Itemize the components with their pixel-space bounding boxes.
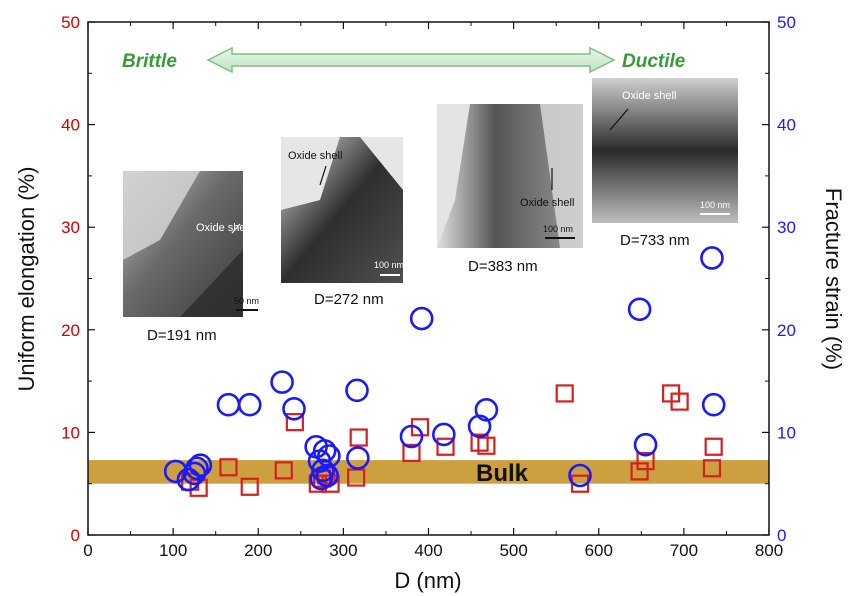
uniform-elongation-point <box>285 413 304 432</box>
fracture-strain-point <box>409 306 434 331</box>
bulk-label: Bulk <box>476 460 529 487</box>
fracture-strain-point <box>701 392 726 417</box>
fracture-strain-point <box>317 444 341 468</box>
inset-image-2 <box>281 137 403 283</box>
fracture-strain-point <box>270 370 294 394</box>
fracture-strain-point <box>237 392 262 417</box>
fracture-strain-point <box>188 453 213 478</box>
x-tick-label: 200 <box>244 541 272 560</box>
inset-2-scale: 100 nm <box>374 260 404 270</box>
right-tick-label: 10 <box>777 423 796 442</box>
x-tick-label: 0 <box>83 541 92 560</box>
left-tick-label: 10 <box>61 423 80 442</box>
markers <box>163 246 726 497</box>
inset-1-note: Oxide shell <box>196 222 250 234</box>
fracture-strain-point <box>185 456 209 481</box>
inset-3-note: Oxide shell <box>520 197 574 209</box>
uniform-elongation-point <box>636 452 655 471</box>
uniform-elongation-point <box>477 436 496 455</box>
inset-image-3 <box>437 104 583 248</box>
fracture-strain-point <box>474 398 499 422</box>
fracture-strain-point <box>627 297 652 322</box>
fracture-strain-point <box>345 378 369 403</box>
uniform-elongation-point <box>274 461 293 480</box>
inset-image-1 <box>123 171 258 317</box>
uniform-elongation-point <box>704 437 723 456</box>
brittle-label: Brittle <box>122 51 177 72</box>
fracture-strain-point <box>315 463 340 488</box>
left-axis-title: Uniform elongation (%) <box>14 167 39 392</box>
uniform-elongation-point <box>555 384 574 403</box>
x-tick-label: 800 <box>755 541 783 560</box>
inset-1-scale: 50 nm <box>234 296 259 306</box>
x-axis-title: D (nm) <box>394 568 461 593</box>
fracture-strain-point <box>399 424 424 449</box>
fracture-strain-point <box>216 392 241 417</box>
fracture-strain-point <box>467 414 492 439</box>
ductile-label: Ductile <box>622 51 686 72</box>
x-tick-label: 700 <box>670 541 698 560</box>
x-tick-label: 100 <box>159 541 187 560</box>
x-tick-label: 400 <box>414 541 442 560</box>
uniform-elongation-point <box>240 477 259 496</box>
fracture-strain-point <box>346 446 370 470</box>
inset-3-scale: 100 nm <box>543 224 573 234</box>
fracture-strain-point <box>311 458 335 483</box>
inset-2-arrow <box>319 165 327 186</box>
right-tick-label: 0 <box>777 526 786 545</box>
inset-4-note: Oxide shell <box>622 90 676 102</box>
right-tick-label: 20 <box>777 321 796 340</box>
left-tick-label: 40 <box>61 116 80 135</box>
fracture-strain-point <box>282 397 306 421</box>
x-tick-label: 600 <box>585 541 613 560</box>
left-tick-label: 50 <box>61 13 80 32</box>
left-tick-label: 30 <box>61 218 80 237</box>
fracture-strain-point <box>312 439 337 463</box>
inset-1-caption: D=191 nm <box>147 327 217 344</box>
inset-1-arrow <box>231 223 241 234</box>
inset-2-note: Oxide shell <box>288 150 342 162</box>
regime-arrow <box>206 46 616 74</box>
left-tick-label: 0 <box>71 526 80 545</box>
uniform-elongation-point <box>702 459 722 478</box>
fracture-strain-point <box>700 246 724 270</box>
right-tick-label: 30 <box>777 218 796 237</box>
fracture-strain-point <box>568 463 592 488</box>
inset-4-arrow <box>609 108 629 131</box>
uniform-elongation-point <box>470 433 489 452</box>
right-tick-label: 40 <box>777 116 796 135</box>
x-tick-label: 300 <box>329 541 357 560</box>
uniform-elongation-point <box>349 428 368 447</box>
left-tick-label: 20 <box>61 321 80 340</box>
fracture-strain-point <box>633 432 658 457</box>
inset-image-4 <box>592 78 738 223</box>
right-tick-label: 50 <box>777 13 796 32</box>
inset-3-caption: D=383 nm <box>468 258 538 275</box>
uniform-elongation-point <box>670 392 689 411</box>
fracture-strain-point <box>432 422 456 447</box>
uniform-elongation-point <box>402 443 421 463</box>
inset-4-scale: 100 nm <box>700 200 730 210</box>
axes: 0 100 200 300 400 500 600 700 800010203040500102… <box>61 13 796 560</box>
uniform-elongation-point <box>630 462 649 481</box>
inset-4-caption: D=733 nm <box>620 232 690 249</box>
inset-2-caption: D=272 nm <box>314 291 384 308</box>
uniform-elongation-point <box>219 458 238 477</box>
uniform-elongation-point <box>436 437 455 456</box>
x-tick-label: 500 <box>499 541 527 560</box>
right-axis-title: Fracture strain (%) <box>821 188 846 370</box>
